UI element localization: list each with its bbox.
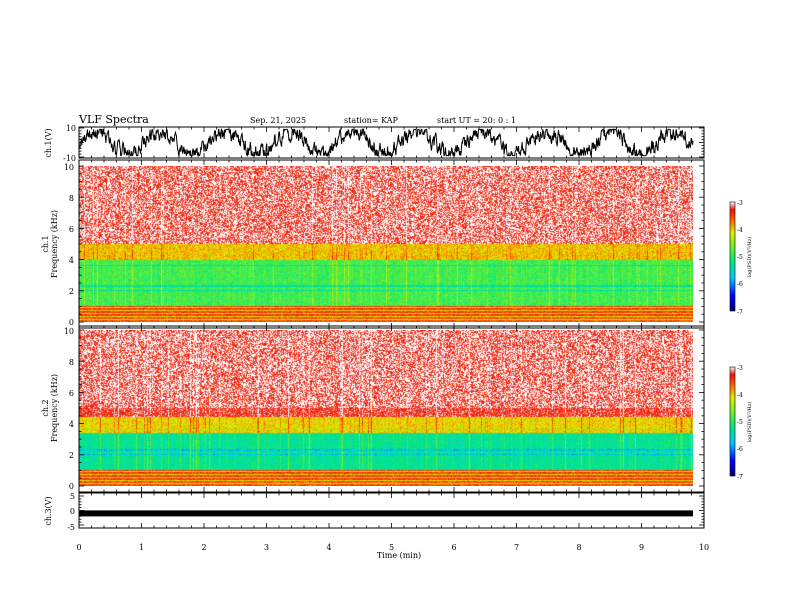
- ch3-ytick-0: 0: [70, 507, 75, 516]
- ch3-ytick-m5: -5: [67, 523, 75, 532]
- ch1-freq-tick-8: 8: [69, 194, 74, 203]
- ch2-colorbar-tick-m5: -5: [737, 419, 743, 426]
- ch1-ytick-bottom: -10: [63, 154, 76, 163]
- ch1-waveform-ticks: [78, 127, 705, 158]
- ch2-colorbar-tick-m4: -4: [737, 392, 743, 399]
- ch1-colorbar: [730, 202, 735, 311]
- ch2-spectrogram-channel-label: ch.2: [41, 399, 50, 416]
- start-time-label: start UT = 20: 0 : 1: [437, 116, 516, 125]
- ch1-spectrogram-panel: 0 2 4 6 8 10 ch.1 Frequency (kHz) -3 -4 …: [41, 159, 753, 329]
- ch2-colorbar-tick-m7: -7: [737, 474, 743, 481]
- ch2-freq-tick-8: 8: [69, 358, 74, 367]
- ch2-freq-tick-4: 4: [69, 420, 74, 429]
- ch1-colorbar-tick-m4: -4: [737, 227, 743, 234]
- time-tick-3: 3: [264, 543, 269, 552]
- ch1-spectrogram-ytick-labels: 0 2 4 6 8 10: [64, 163, 74, 327]
- ch2-colorbar: [730, 367, 735, 476]
- time-tick-4: 4: [326, 543, 331, 552]
- ch1-freq-tick-10: 10: [64, 163, 74, 172]
- time-tick-0: 0: [76, 543, 81, 552]
- ch1-freq-tick-6: 6: [69, 225, 74, 234]
- time-tick-1: 1: [139, 543, 144, 552]
- ch2-colorbar-tick-m3: -3: [737, 365, 743, 372]
- ch2-freq-tick-10: 10: [64, 327, 74, 336]
- ch1-colorbar-tick-m3: -3: [737, 200, 743, 207]
- date-label: Sep. 21, 2025: [250, 116, 306, 125]
- time-tick-6: 6: [451, 543, 456, 552]
- ch3-waveform-ticks: [78, 493, 705, 528]
- time-tick-5: 5: [389, 543, 394, 552]
- ch2-spectrogram-panel: 0 2 4 6 8 10 ch.2 Frequency (kHz) -3 -4 …: [41, 325, 753, 493]
- ch3-waveform-trace: [79, 510, 693, 517]
- time-tick-2: 2: [201, 543, 206, 552]
- ch1-freq-tick-4: 4: [69, 256, 74, 265]
- time-tick-10: 10: [699, 543, 709, 552]
- figure-title: VLF Spectra: [78, 113, 149, 126]
- ch1-colorbar-tick-m5: -5: [737, 254, 743, 261]
- ch2-spectrogram-ytick-labels: 0 2 4 6 8 10: [64, 327, 74, 491]
- time-tick-8: 8: [576, 543, 581, 552]
- time-tick-7: 7: [514, 543, 519, 552]
- ch2-spectrogram-ylabel: Frequency (kHz): [50, 374, 59, 442]
- ch3-ytick-5: 5: [70, 492, 75, 501]
- ch1-waveform-panel: 10 -10 ch.1(V): [44, 124, 705, 163]
- time-axis-label: Time (min): [377, 551, 421, 560]
- time-tick-9: 9: [639, 543, 644, 552]
- station-label: station= KAP: [344, 116, 399, 125]
- ch2-spectrogram-ticks: [78, 326, 705, 492]
- ch2-spectrogram-image: [79, 330, 693, 486]
- ch1-freq-tick-0: 0: [69, 318, 74, 327]
- ch3-waveform-ylabel: ch.3(V): [44, 496, 53, 525]
- ch2-freq-tick-6: 6: [69, 389, 74, 398]
- ch1-colorbar-label: log(PSD)(V²/Hz): [746, 237, 753, 278]
- ch1-colorbar-tick-m6: -6: [737, 281, 743, 288]
- ch2-colorbar-tick-m6: -6: [737, 446, 743, 453]
- ch1-waveform-line: [79, 127, 694, 158]
- ch1-freq-tick-2: 2: [69, 287, 74, 296]
- ch1-spectrogram-ylabel: Frequency (kHz): [50, 210, 59, 278]
- ch1-colorbar-tick-m7: -7: [737, 309, 743, 316]
- ch2-colorbar-frame: [729, 366, 736, 477]
- ch2-colorbar-label: log(PSD)(V²/Hz): [746, 402, 753, 443]
- ch2-freq-tick-0: 0: [69, 482, 74, 491]
- ch1-waveform-ylabel: ch.1(V): [44, 128, 53, 157]
- ch3-waveform-panel: 5 0 -5 ch.3(V): [44, 492, 705, 532]
- ch1-colorbar-frame: [729, 201, 736, 312]
- time-axis: 0 1 2 3 4 5 6 7 8 9 10 Time (min): [76, 543, 709, 560]
- ch2-freq-tick-2: 2: [69, 451, 74, 460]
- ch1-spectrogram-image: [79, 166, 693, 322]
- ch1-spectrogram-channel-label: ch.1: [41, 235, 50, 252]
- ch1-ytick-top: 10: [66, 124, 76, 133]
